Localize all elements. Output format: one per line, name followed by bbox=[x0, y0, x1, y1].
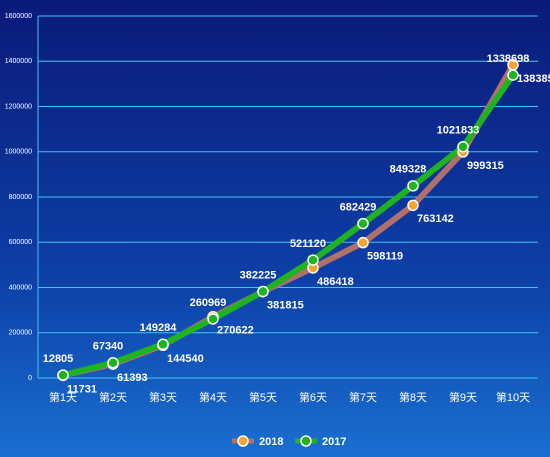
data-label: 382225 bbox=[240, 269, 277, 281]
y-tick-label: 0 bbox=[28, 375, 32, 382]
x-tick-label: 第5天 bbox=[249, 390, 277, 404]
x-tick-label: 第10天 bbox=[496, 390, 530, 404]
legend-label: 2018 bbox=[259, 436, 283, 448]
data-label: 1383857 bbox=[517, 73, 550, 85]
y-tick-label: 1600000 bbox=[5, 13, 32, 20]
marker bbox=[357, 236, 369, 249]
data-label: 682429 bbox=[340, 202, 377, 214]
marker bbox=[207, 313, 219, 325]
marker bbox=[57, 369, 69, 381]
data-label: 149284 bbox=[140, 322, 178, 334]
data-label: 12805 bbox=[43, 353, 74, 365]
x-tick-label: 第9天 bbox=[449, 390, 477, 404]
y-tick-label: 1200000 bbox=[5, 103, 32, 110]
y-tick-label: 800000 bbox=[9, 194, 32, 201]
x-tick-label: 第4天 bbox=[199, 390, 227, 404]
data-label: 381815 bbox=[267, 300, 304, 312]
y-tick-label: 400000 bbox=[9, 284, 32, 291]
data-label: 67340 bbox=[93, 341, 124, 353]
x-tick-label: 第1天 bbox=[49, 390, 77, 404]
x-tick-label: 第2天 bbox=[99, 390, 127, 404]
y-tick-label: 200000 bbox=[9, 330, 32, 337]
marker bbox=[407, 199, 419, 212]
x-tick-label: 第8天 bbox=[399, 390, 427, 404]
x-tick-label: 第7天 bbox=[349, 390, 377, 404]
marker bbox=[257, 285, 269, 298]
data-label: 598119 bbox=[367, 251, 403, 263]
x-tick-label: 第3天 bbox=[149, 390, 177, 404]
y-tick-label: 600000 bbox=[9, 239, 32, 246]
marker bbox=[407, 180, 419, 192]
marker bbox=[307, 254, 319, 266]
y-tick-label: 1000000 bbox=[5, 149, 32, 156]
data-label: 763142 bbox=[417, 213, 454, 225]
data-label: 486418 bbox=[317, 276, 354, 288]
marker bbox=[157, 338, 169, 350]
legend-marker bbox=[237, 435, 249, 447]
data-label: 999315 bbox=[467, 160, 504, 172]
y-tick-label: 1400000 bbox=[5, 58, 32, 65]
data-label: 270622 bbox=[217, 325, 254, 337]
data-label: 849328 bbox=[390, 164, 427, 176]
legend-label: 2017 bbox=[322, 436, 346, 448]
data-label: 1021833 bbox=[437, 125, 480, 137]
data-label: 11731 bbox=[67, 383, 97, 395]
data-label: 521120 bbox=[290, 238, 326, 250]
marker bbox=[507, 69, 519, 81]
data-label: 260969 bbox=[190, 297, 227, 309]
marker bbox=[357, 217, 369, 230]
data-label: 1338698 bbox=[487, 53, 530, 65]
marker bbox=[457, 141, 469, 153]
x-tick-label: 第6天 bbox=[299, 390, 327, 404]
series-line bbox=[62, 73, 516, 379]
marker bbox=[107, 357, 119, 369]
data-label: 61393 bbox=[117, 372, 148, 384]
legend-marker bbox=[300, 435, 312, 447]
data-label: 144540 bbox=[167, 353, 204, 365]
